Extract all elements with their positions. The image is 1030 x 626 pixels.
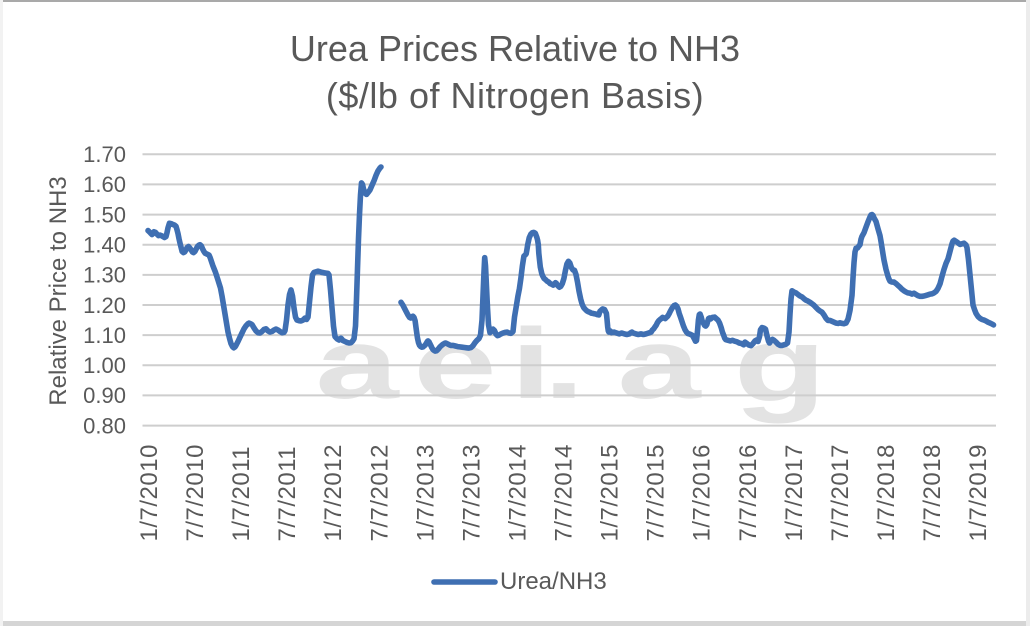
svg-text:7/7/2017: 7/7/2017 [827,444,854,541]
svg-text:7/7/2013: 7/7/2013 [458,444,485,541]
svg-text:1/7/2010: 1/7/2010 [136,444,163,541]
svg-text:1/7/2013: 1/7/2013 [412,444,439,541]
svg-text:1.00: 1.00 [83,353,126,378]
svg-text:1/7/2014: 1/7/2014 [505,444,532,541]
svg-text:1/7/2012: 1/7/2012 [320,444,347,541]
svg-text:1/7/2011: 1/7/2011 [228,446,255,542]
svg-text:1.40: 1.40 [83,233,126,258]
svg-text:1.50: 1.50 [83,202,126,227]
svg-text:Relative Price to NH3: Relative Price to NH3 [45,176,72,405]
svg-text:1/7/2018: 1/7/2018 [873,444,900,541]
svg-text:1/7/2017: 1/7/2017 [781,444,808,541]
svg-text:1/7/2016: 1/7/2016 [689,444,716,541]
svg-text:1.60: 1.60 [83,172,126,197]
svg-text:7/7/2011: 7/7/2011 [274,446,301,542]
svg-text:Urea/NH3: Urea/NH3 [500,568,607,595]
svg-text:1.10: 1.10 [83,323,126,348]
svg-text:0.90: 0.90 [83,383,126,408]
svg-text:1/7/2015: 1/7/2015 [597,444,624,541]
svg-text:7/7/2016: 7/7/2016 [735,444,762,541]
svg-text:Urea Prices Relative to NH3: Urea Prices Relative to NH3 [290,28,740,69]
svg-text:7/7/2015: 7/7/2015 [643,444,670,541]
svg-text:($/lb of Nitrogen Basis): ($/lb of Nitrogen Basis) [326,75,704,116]
svg-text:0.80: 0.80 [83,413,126,438]
svg-text:i: i [510,309,552,420]
svg-text:7/7/2014: 7/7/2014 [551,444,578,541]
svg-text:1.70: 1.70 [83,142,126,167]
svg-text:1.30: 1.30 [83,263,126,288]
svg-text:g: g [734,305,827,424]
svg-text:.: . [543,309,585,420]
svg-text:1.20: 1.20 [83,293,126,318]
svg-text:7/7/2010: 7/7/2010 [182,444,209,541]
svg-text:1/7/2019: 1/7/2019 [965,444,992,541]
svg-text:7/7/2018: 7/7/2018 [919,444,946,541]
svg-text:7/7/2012: 7/7/2012 [366,444,393,541]
svg-text:a: a [617,309,702,420]
